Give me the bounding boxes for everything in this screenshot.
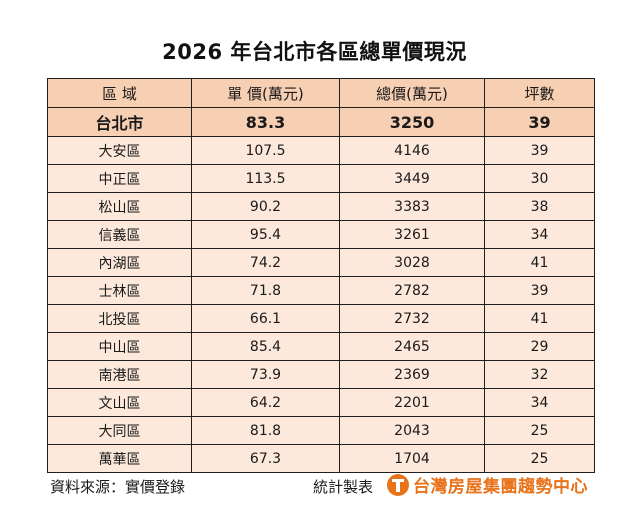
- cell-unit-price: 71.8: [191, 276, 340, 305]
- cell-area: 39: [484, 107, 595, 137]
- table-row: 中山區 85.4 2465 29: [47, 332, 595, 361]
- brand-logo-icon: [387, 473, 409, 496]
- cell-total-price: 4146: [339, 136, 485, 165]
- table-row: 南港區 73.9 2369 32: [47, 360, 595, 389]
- cell-area: 34: [484, 220, 595, 249]
- header-unit-price: 單 價(萬元): [191, 78, 340, 108]
- cell-district: 台北市: [47, 107, 192, 137]
- table-row: 大同區 81.8 2043 25: [47, 416, 595, 445]
- cell-unit-price: 95.4: [191, 220, 340, 249]
- cell-unit-price: 66.1: [191, 304, 340, 333]
- brand-name: 台灣房屋集團趨勢中心: [413, 477, 588, 497]
- table-row-total: 台北市 83.3 3250 39: [47, 107, 595, 137]
- cell-unit-price: 113.5: [191, 164, 340, 193]
- cell-total-price: 3250: [339, 107, 485, 137]
- table-row: 信義區 95.4 3261 34: [47, 220, 595, 249]
- cell-area: 41: [484, 248, 595, 277]
- table-row: 士林區 71.8 2782 39: [47, 276, 595, 305]
- cell-unit-price: 64.2: [191, 388, 340, 417]
- cell-district: 內湖區: [47, 248, 192, 277]
- table-row: 內湖區 74.2 3028 41: [47, 248, 595, 277]
- cell-area: 39: [484, 276, 595, 305]
- cell-area: 38: [484, 192, 595, 221]
- table-header-row: 區 域 單 價(萬元) 總價(萬元) 坪數: [47, 78, 595, 108]
- cell-total-price: 2043: [339, 416, 485, 445]
- cell-unit-price: 90.2: [191, 192, 340, 221]
- cell-district: 大安區: [47, 136, 192, 165]
- cell-unit-price: 74.2: [191, 248, 340, 277]
- cell-area: 25: [484, 444, 595, 473]
- cell-unit-price: 107.5: [191, 136, 340, 165]
- cell-total-price: 3449: [339, 164, 485, 193]
- cell-area: 41: [484, 304, 595, 333]
- table-row: 萬華區 67.3 1704 25: [47, 444, 595, 473]
- cell-area: 39: [484, 136, 595, 165]
- table-row: 松山區 90.2 3383 38: [47, 192, 595, 221]
- source-note: 資料來源：實價登錄: [50, 478, 186, 496]
- cell-district: 大同區: [47, 416, 192, 445]
- cell-district: 萬華區: [47, 444, 192, 473]
- cell-district: 士林區: [47, 276, 192, 305]
- cell-total-price: 2201: [339, 388, 485, 417]
- cell-area: 30: [484, 164, 595, 193]
- cell-area: 29: [484, 332, 595, 361]
- table-row: 北投區 66.1 2732 41: [47, 304, 595, 333]
- table-row: 中正區 113.5 3449 30: [47, 164, 595, 193]
- cell-area: 25: [484, 416, 595, 445]
- page-title: 2026 年台北市各區總單價現況: [162, 40, 467, 64]
- cell-unit-price: 81.8: [191, 416, 340, 445]
- cell-total-price: 3028: [339, 248, 485, 277]
- cell-total-price: 2732: [339, 304, 485, 333]
- cell-district: 中正區: [47, 164, 192, 193]
- header-district: 區 域: [47, 78, 192, 108]
- table-row: 文山區 64.2 2201 34: [47, 388, 595, 417]
- cell-unit-price: 73.9: [191, 360, 340, 389]
- header-area: 坪數: [484, 78, 595, 108]
- cell-district: 南港區: [47, 360, 192, 389]
- cell-total-price: 2782: [339, 276, 485, 305]
- cell-area: 34: [484, 388, 595, 417]
- cell-total-price: 3383: [339, 192, 485, 221]
- cell-total-price: 3261: [339, 220, 485, 249]
- cell-district: 松山區: [47, 192, 192, 221]
- cell-unit-price: 85.4: [191, 332, 340, 361]
- compiled-by-label: 統計製表: [313, 478, 374, 496]
- cell-unit-price: 83.3: [191, 107, 340, 137]
- cell-total-price: 2369: [339, 360, 485, 389]
- cell-unit-price: 67.3: [191, 444, 340, 473]
- header-total-price: 總價(萬元): [339, 78, 485, 108]
- cell-district: 信義區: [47, 220, 192, 249]
- cell-district: 中山區: [47, 332, 192, 361]
- table-row: 大安區 107.5 4146 39: [47, 136, 595, 165]
- cell-district: 北投區: [47, 304, 192, 333]
- cell-district: 文山區: [47, 388, 192, 417]
- brand-logo: 台灣房屋集團趨勢中心: [387, 472, 588, 497]
- cell-total-price: 1704: [339, 444, 485, 473]
- price-table: 區 域 單 價(萬元) 總價(萬元) 坪數 台北市 83.3 3250 39 大…: [47, 78, 595, 473]
- cell-total-price: 2465: [339, 332, 485, 361]
- cell-area: 32: [484, 360, 595, 389]
